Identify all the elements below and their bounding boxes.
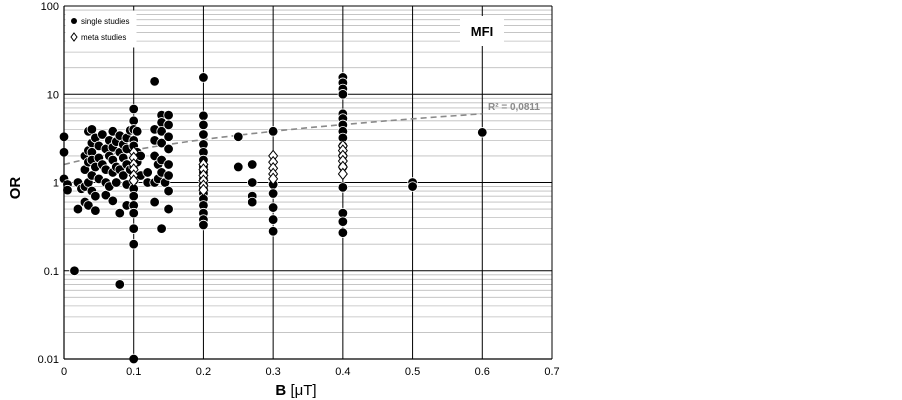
single-study-point bbox=[163, 185, 174, 197]
single-study-point bbox=[247, 159, 258, 170]
axes bbox=[63, 6, 552, 360]
single-study-point bbox=[247, 177, 258, 188]
x-tick-label: 0.6 bbox=[475, 366, 490, 378]
legend: single studies meta studies bbox=[65, 10, 137, 48]
single-study-point bbox=[477, 127, 488, 138]
single-study-point bbox=[163, 159, 174, 170]
x-tick-label: 0.7 bbox=[544, 366, 559, 378]
gridlines bbox=[64, 5, 553, 360]
single-study-point bbox=[247, 196, 258, 208]
single-study-point bbox=[156, 223, 167, 234]
single-study-point bbox=[114, 207, 125, 219]
single-study-point bbox=[83, 200, 94, 211]
single-study-point bbox=[128, 103, 139, 115]
legend-box bbox=[65, 10, 137, 48]
single-study-point bbox=[149, 76, 160, 87]
single-study-point bbox=[90, 205, 101, 216]
legend-label-single: single studies bbox=[81, 17, 129, 26]
single-study-point bbox=[72, 203, 84, 215]
tick-labels: 0 0.1 0.2 0.3 0.4 0.5 0.6 0.7 0.01 0.1 1 10 100 bbox=[38, 1, 560, 378]
x-tick-label: 0 bbox=[61, 366, 67, 378]
data-points bbox=[58, 72, 488, 365]
single-study-point bbox=[267, 126, 279, 137]
x-tick-label: 0.2 bbox=[196, 366, 211, 378]
legend-marker-single bbox=[71, 18, 77, 24]
meta-study-point bbox=[337, 167, 348, 181]
single-study-point bbox=[114, 279, 125, 290]
single-study-point bbox=[267, 188, 279, 199]
single-study-point bbox=[337, 227, 349, 238]
y-axis-title: OR bbox=[7, 177, 24, 200]
single-study-point bbox=[97, 129, 108, 140]
legend-marker-meta bbox=[70, 32, 78, 42]
single-study-point bbox=[198, 72, 209, 83]
single-study-point bbox=[128, 207, 139, 219]
x-tick-label: 0.5 bbox=[405, 366, 420, 378]
single-study-point bbox=[118, 170, 129, 181]
single-study-point bbox=[107, 195, 119, 207]
panel-label-box: MFI bbox=[460, 16, 504, 46]
single-study-point bbox=[337, 216, 349, 227]
single-study-point bbox=[233, 161, 244, 173]
single-study-point bbox=[62, 184, 73, 196]
panel-label-bg bbox=[460, 16, 504, 46]
x-tick-label: 0.3 bbox=[265, 366, 280, 378]
legend-label-meta: meta studies bbox=[81, 33, 126, 42]
meta-study-point bbox=[128, 174, 139, 187]
single-study-point bbox=[267, 226, 279, 237]
single-study-point bbox=[156, 137, 167, 149]
single-study-point bbox=[131, 126, 143, 137]
x-tick-label: 0.1 bbox=[126, 366, 141, 378]
meta-study-point bbox=[268, 172, 279, 186]
single-study-point bbox=[156, 126, 167, 137]
r-squared-label: R² = 0,0811 bbox=[488, 102, 540, 113]
single-study-point bbox=[163, 203, 174, 215]
single-study-point bbox=[198, 129, 209, 140]
single-study-point bbox=[128, 223, 139, 234]
single-study-point bbox=[69, 265, 80, 276]
meta-study-point bbox=[198, 183, 209, 197]
y-tick-label: 1 bbox=[53, 178, 59, 190]
panel-label: MFI bbox=[471, 24, 493, 39]
single-study-point bbox=[337, 182, 349, 193]
single-study-point bbox=[267, 202, 279, 213]
y-tick-label: 0.01 bbox=[38, 354, 59, 366]
y-tick-label: 0.1 bbox=[44, 266, 59, 278]
y-tick-label: 100 bbox=[41, 1, 59, 13]
single-study-point bbox=[163, 119, 174, 131]
single-study-point bbox=[142, 167, 153, 178]
single-study-point bbox=[149, 196, 160, 208]
x-axis-title: B [μT] bbox=[275, 382, 316, 399]
single-study-point bbox=[233, 131, 244, 142]
single-study-point bbox=[163, 131, 174, 142]
single-study-point bbox=[198, 110, 209, 121]
single-study-point bbox=[198, 119, 209, 131]
single-study-point bbox=[128, 190, 139, 202]
single-study-point bbox=[198, 219, 209, 231]
single-study-point bbox=[163, 143, 174, 155]
single-study-point bbox=[407, 181, 418, 192]
single-study-point bbox=[163, 109, 174, 121]
x-axis-title-symbol: B bbox=[275, 382, 286, 399]
single-study-point bbox=[267, 214, 279, 225]
x-tick-label: 0.4 bbox=[335, 366, 350, 378]
single-study-point bbox=[337, 89, 349, 100]
single-study-point bbox=[128, 238, 139, 250]
single-study-point bbox=[111, 177, 122, 188]
single-study-point bbox=[90, 190, 101, 202]
x-axis-title-unit: [μT] bbox=[290, 382, 316, 399]
single-study-point bbox=[163, 170, 174, 181]
y-tick-label: 10 bbox=[47, 89, 59, 101]
